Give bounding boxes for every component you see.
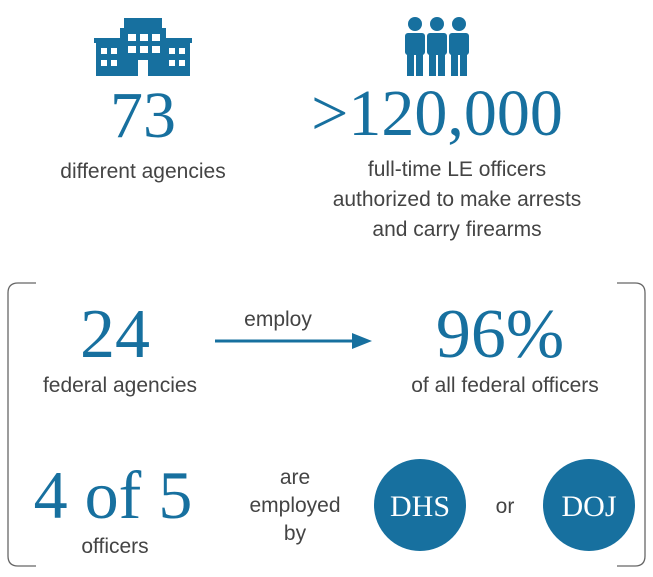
people-icon — [405, 17, 469, 76]
stat-number: >120,000 — [311, 77, 563, 150]
bracket-right — [617, 282, 646, 567]
arrow — [215, 333, 372, 349]
stat-label: of all federal officers — [411, 374, 599, 397]
stat-number: 24 — [80, 296, 150, 373]
dept-badge — [543, 459, 635, 551]
stat-label: different agencies — [60, 160, 225, 183]
stat-label: full-time LE officers — [368, 158, 546, 181]
connector-text: employed — [249, 494, 340, 517]
dept-name: DHS — [390, 490, 450, 523]
bracket-left — [7, 282, 36, 567]
stat-number: 96% — [436, 296, 564, 373]
stat-number: 73 — [110, 79, 176, 152]
dept-name: DOJ — [561, 490, 616, 523]
dept-badge — [374, 459, 466, 551]
stat-number: 4 of 5 — [34, 457, 193, 533]
stat-label: and carry firearms — [372, 218, 541, 241]
stat-label: authorized to make arrests — [333, 188, 582, 211]
connector-text: by — [284, 522, 307, 545]
building-icon — [94, 18, 192, 76]
stat-label: officers — [81, 535, 148, 558]
connector-text: are — [280, 466, 310, 489]
arrow-label: employ — [244, 308, 312, 331]
stat-label: federal agencies — [43, 374, 197, 397]
connector-text: or — [496, 495, 515, 518]
